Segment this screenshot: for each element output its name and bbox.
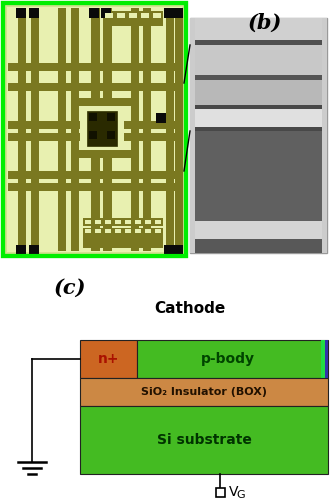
Bar [164,8,174,18]
Bar [155,220,161,224]
Text: (c): (c) [54,278,86,298]
Bar [80,406,328,474]
Bar [87,111,117,146]
Bar [137,340,328,378]
Bar [71,8,79,251]
Bar [8,121,181,129]
Bar [216,488,225,497]
Bar [105,229,111,233]
Bar [89,113,97,121]
Bar [190,45,327,75]
Bar [190,18,327,253]
Bar [321,340,328,378]
Text: SiO₂ Insulator (BOX): SiO₂ Insulator (BOX) [141,387,267,397]
Bar [322,18,327,253]
Bar [71,98,133,106]
Bar [190,127,327,131]
Bar [190,131,327,221]
Bar [83,218,163,226]
Bar [173,8,183,18]
Bar [103,11,163,26]
Bar [103,8,112,251]
Bar [115,229,121,233]
Bar [125,229,131,233]
Bar [190,80,327,105]
Bar [18,8,26,251]
Bar [58,8,66,251]
Bar [83,228,163,248]
Bar [190,239,327,253]
Bar [155,229,161,233]
Bar [125,220,131,224]
Bar [8,63,181,71]
Bar [173,245,183,255]
Bar [190,221,327,239]
Text: V: V [229,485,239,499]
Bar [190,109,327,127]
Bar [29,8,39,18]
Bar [141,13,149,18]
Text: Si substrate: Si substrate [156,433,251,447]
Bar [80,340,137,378]
Bar [190,75,327,80]
Bar [190,40,327,45]
Bar [95,220,101,224]
Bar [156,113,166,123]
Bar [16,8,26,18]
Bar [3,3,186,256]
Bar [7,7,182,252]
Bar [71,150,133,158]
Bar [3,3,186,256]
Bar [175,8,183,251]
Bar [143,8,151,251]
Bar [85,229,91,233]
Text: G: G [236,490,245,500]
Bar [153,13,161,18]
Bar [117,13,125,18]
Text: n+: n+ [98,352,119,366]
Bar [145,229,151,233]
Bar [85,220,91,224]
Text: (b): (b) [248,13,282,33]
Bar [89,131,97,139]
Bar [190,18,195,253]
Bar [16,245,26,255]
Bar [135,220,141,224]
Bar [107,131,115,139]
Bar [31,8,39,251]
Bar [131,8,139,251]
Bar [135,229,141,233]
Text: Cathode: Cathode [154,301,226,316]
Bar [145,220,151,224]
Bar [101,8,111,18]
Text: p-body: p-body [201,352,254,366]
Bar [80,106,124,150]
Bar [8,83,181,91]
Bar [80,378,328,406]
Bar [91,8,100,251]
Bar [190,18,327,40]
Bar [105,13,113,18]
Bar [129,13,137,18]
Bar [166,8,174,251]
Bar [107,113,115,121]
Bar [8,133,181,141]
Bar [29,245,39,255]
Bar [105,220,111,224]
Bar [95,229,101,233]
Bar [190,105,327,109]
Bar [115,220,121,224]
Bar [89,8,99,18]
Bar [8,183,181,191]
Bar [325,340,328,378]
Bar [164,245,174,255]
Bar [8,171,181,179]
